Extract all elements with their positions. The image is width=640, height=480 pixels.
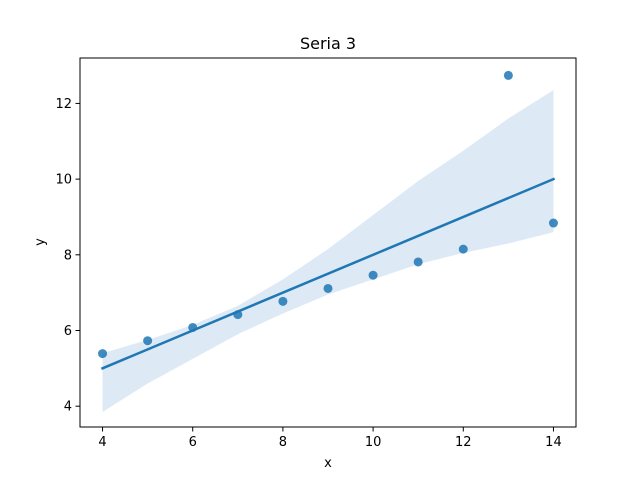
data-point [233, 310, 243, 320]
x-tick-label: 8 [279, 435, 287, 450]
data-point [188, 322, 198, 332]
y-axis-ticks: 4 6 8 10 12 [55, 97, 80, 415]
x-tick-label: 4 [98, 435, 106, 450]
data-point [413, 257, 423, 267]
regression-line-layer [100, 177, 556, 370]
x-tick-label: 10 [365, 435, 382, 450]
data-point [368, 270, 378, 280]
y-tick-label: 4 [64, 400, 72, 415]
y-tick-label: 10 [55, 173, 72, 188]
regression-line [100, 177, 556, 370]
confidence-band-layer [102, 90, 554, 412]
data-points-layer [98, 70, 558, 359]
x-tick-label: 14 [545, 435, 562, 450]
data-point [323, 283, 333, 293]
confidence-band [102, 90, 554, 412]
y-tick-label: 12 [55, 97, 72, 112]
data-point [503, 70, 513, 80]
data-point [98, 349, 108, 359]
data-point [458, 244, 468, 254]
y-tick-label: 8 [64, 248, 72, 263]
data-point [548, 218, 558, 228]
data-point [143, 336, 153, 346]
y-tick-label: 6 [64, 324, 72, 339]
x-axis-label: x [324, 456, 332, 471]
data-point [278, 296, 288, 306]
plot-frame [79, 57, 577, 428]
x-axis-ticks: 4 6 8 10 12 14 [98, 427, 562, 450]
x-tick-label: 12 [455, 435, 472, 450]
chart-title: Seria 3 [300, 34, 356, 53]
y-axis-label: y [33, 238, 48, 246]
x-tick-label: 6 [189, 435, 197, 450]
